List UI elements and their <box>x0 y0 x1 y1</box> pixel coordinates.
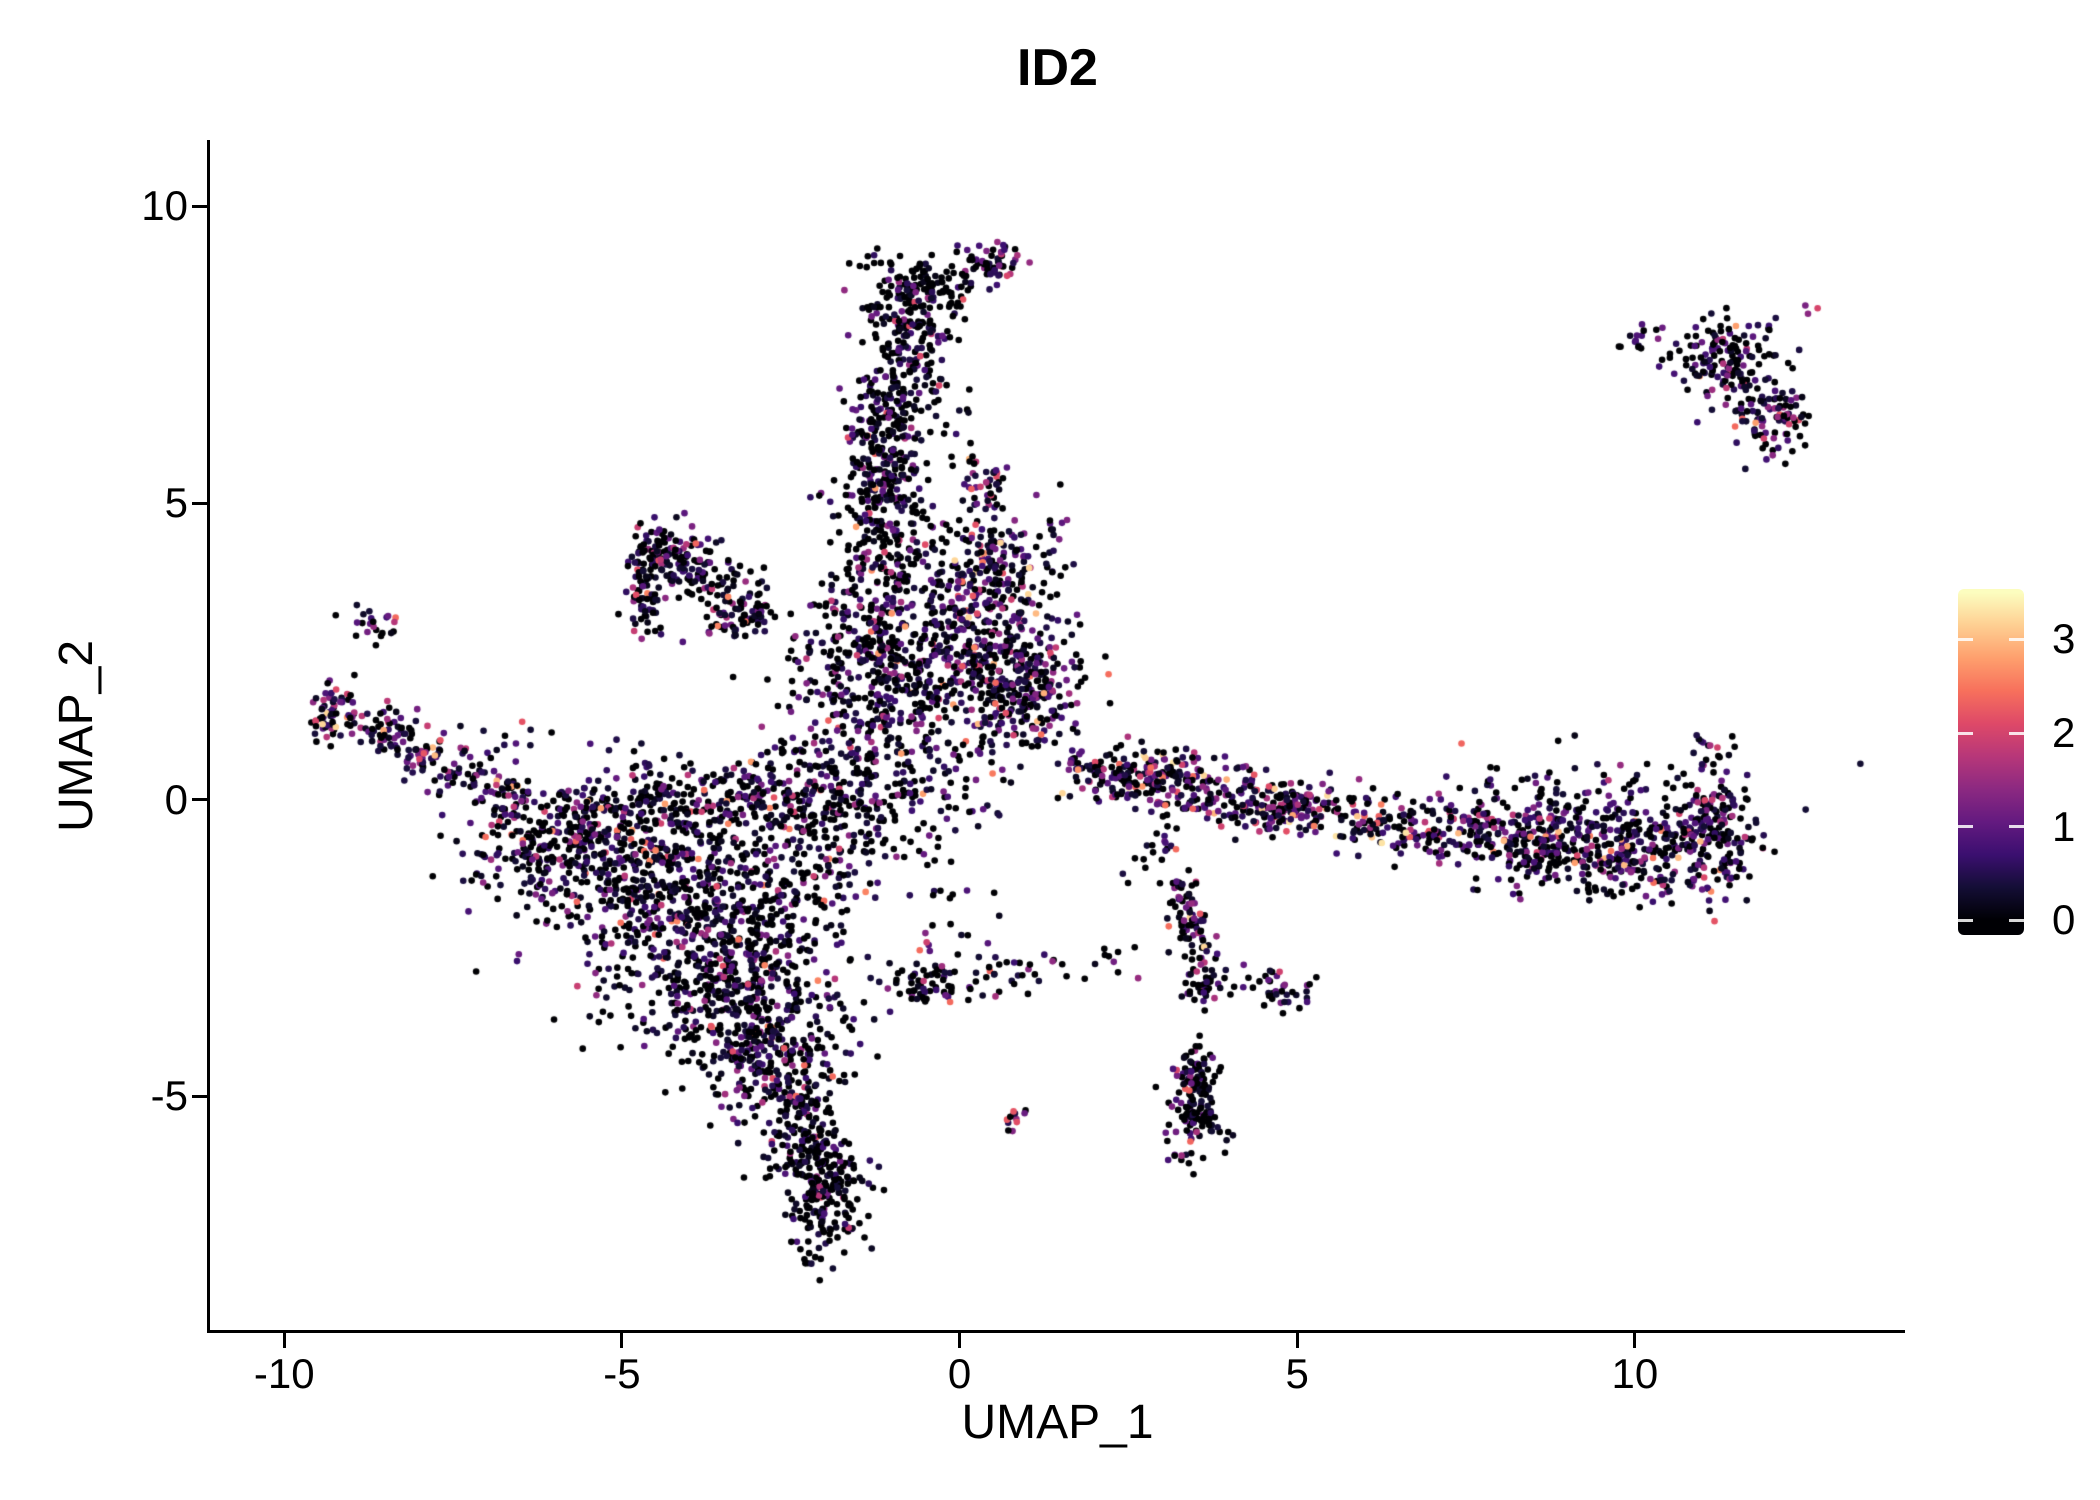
colorbar-gradient <box>1958 589 2024 935</box>
x-tick-mark <box>1295 1333 1299 1348</box>
y-axis-line <box>207 140 210 1333</box>
y-tick-mark <box>192 1094 207 1098</box>
y-tick-mark <box>192 501 207 505</box>
chart-title: ID2 <box>1017 39 1098 97</box>
y-tick-label: 0 <box>164 775 188 823</box>
colorbar-tick-mark <box>1958 825 1973 829</box>
colorbar-tick-mark <box>2009 825 2024 829</box>
x-tick-label: 10 <box>1611 1350 1659 1397</box>
y-tick-mark <box>192 204 207 208</box>
x-axis-line <box>207 1330 1905 1333</box>
colorbar-tick-mark <box>2009 731 2024 735</box>
x-tick-label: -5 <box>603 1350 641 1397</box>
x-axis-label: UMAP_1 <box>961 1396 1154 1449</box>
colorbar-tick-mark <box>1958 731 1973 735</box>
x-tick-mark <box>958 1333 962 1348</box>
x-tick-label: 0 <box>947 1350 972 1397</box>
x-tick-mark <box>620 1333 624 1348</box>
x-tick-mark <box>282 1333 286 1348</box>
y-tick-label: 10 <box>141 182 188 230</box>
colorbar-tick-label: 3 <box>2052 615 2076 663</box>
x-tick-label: 5 <box>1285 1350 1309 1397</box>
colorbar-tick-label: 2 <box>2052 709 2076 756</box>
colorbar-tick-label: 1 <box>2052 802 2076 850</box>
colorbar-tick-mark <box>2009 637 2024 641</box>
y-tick-label: 5 <box>164 479 188 527</box>
x-tick-mark <box>1633 1333 1637 1348</box>
y-tick-mark <box>192 798 207 802</box>
colorbar-tick-mark <box>1958 637 1973 641</box>
x-tick-label: -10 <box>253 1350 315 1397</box>
y-tick-label: -5 <box>150 1072 188 1120</box>
y-axis-label: UMAP_2 <box>50 639 103 833</box>
colorbar-tick-mark <box>1958 918 1973 922</box>
colorbar-tick-label: 0 <box>2052 896 2076 944</box>
colorbar-tick-mark <box>2009 918 2024 922</box>
